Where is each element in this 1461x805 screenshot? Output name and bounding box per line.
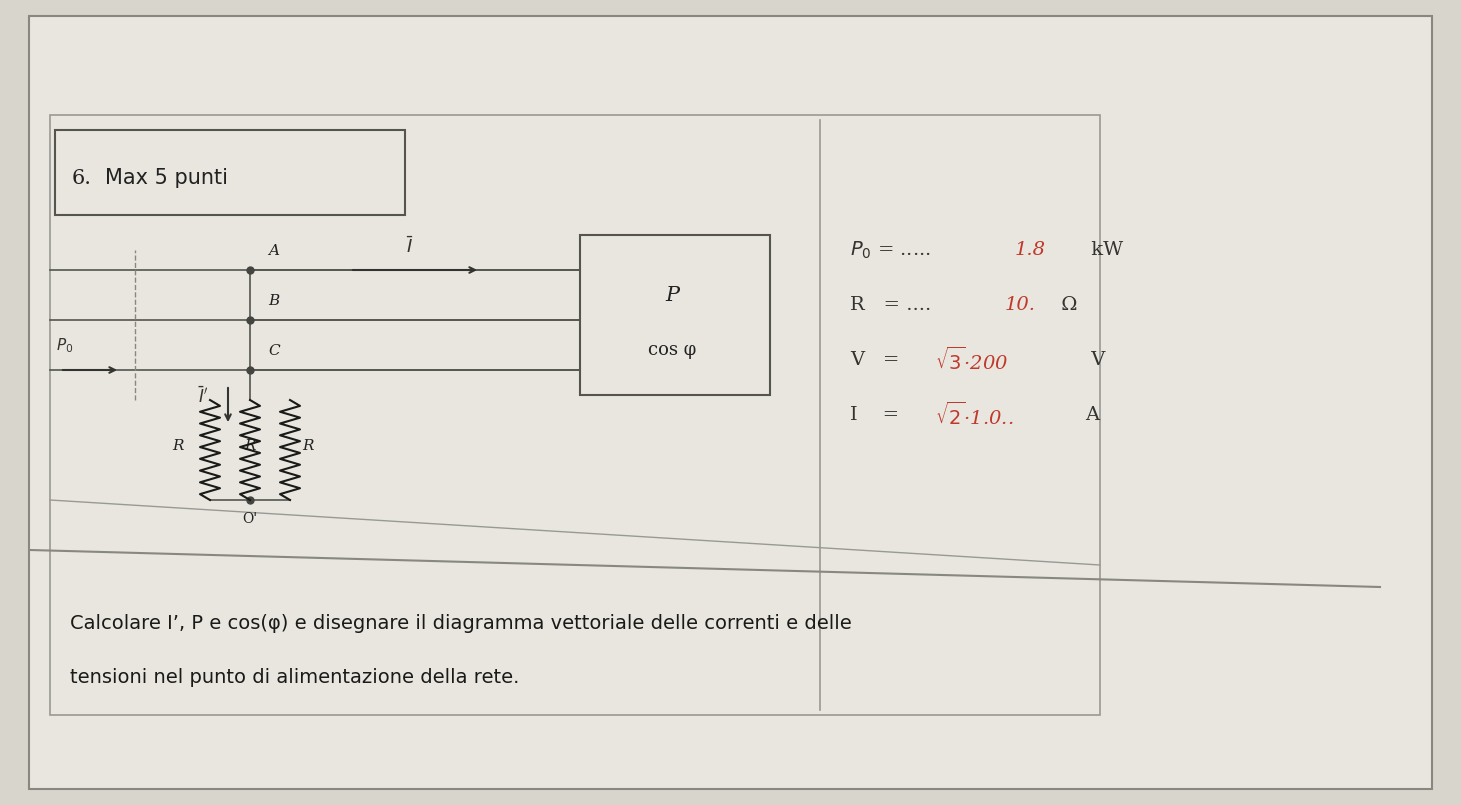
Text: A: A — [1086, 406, 1099, 424]
Text: B: B — [267, 294, 279, 308]
Text: 10.: 10. — [1005, 296, 1036, 314]
Text: $\bar{I}'$: $\bar{I}'$ — [197, 386, 207, 407]
Text: Ω: Ω — [1055, 296, 1078, 314]
Text: $\sqrt{2}$·1.0..: $\sqrt{2}$·1.0.. — [935, 402, 1014, 428]
Text: $P_0$ = .....: $P_0$ = ..... — [850, 239, 931, 261]
Text: V   =: V = — [850, 351, 906, 369]
Text: R: R — [172, 439, 184, 453]
Text: I    =: I = — [850, 406, 906, 424]
Text: A: A — [267, 244, 279, 258]
Text: R   = ....: R = .... — [850, 296, 931, 314]
Bar — [580, 235, 770, 395]
Bar — [50, 115, 1100, 715]
Text: $\bar{I}$: $\bar{I}$ — [406, 237, 413, 257]
Text: C: C — [267, 344, 279, 358]
Text: P: P — [665, 286, 679, 304]
Text: R: R — [302, 439, 314, 453]
Text: 1.8: 1.8 — [1015, 241, 1046, 259]
Text: $\sqrt{3}$·200: $\sqrt{3}$·200 — [935, 346, 1008, 374]
Text: tensioni nel punto di alimentazione della rete.: tensioni nel punto di alimentazione dell… — [70, 667, 519, 687]
Text: Max 5 punti: Max 5 punti — [105, 168, 228, 188]
Text: $P_0$: $P_0$ — [56, 336, 73, 355]
Text: cos φ: cos φ — [647, 341, 695, 359]
Text: Calcolare I’, P e cos(φ) e disegnare il diagramma vettoriale delle correnti e de: Calcolare I’, P e cos(φ) e disegnare il … — [70, 613, 852, 633]
Bar — [56, 130, 405, 215]
Text: O': O' — [243, 512, 257, 526]
Text: V: V — [1086, 351, 1106, 369]
Text: 6.: 6. — [72, 168, 92, 188]
Text: kW: kW — [1086, 241, 1124, 259]
Text: R: R — [244, 439, 256, 453]
